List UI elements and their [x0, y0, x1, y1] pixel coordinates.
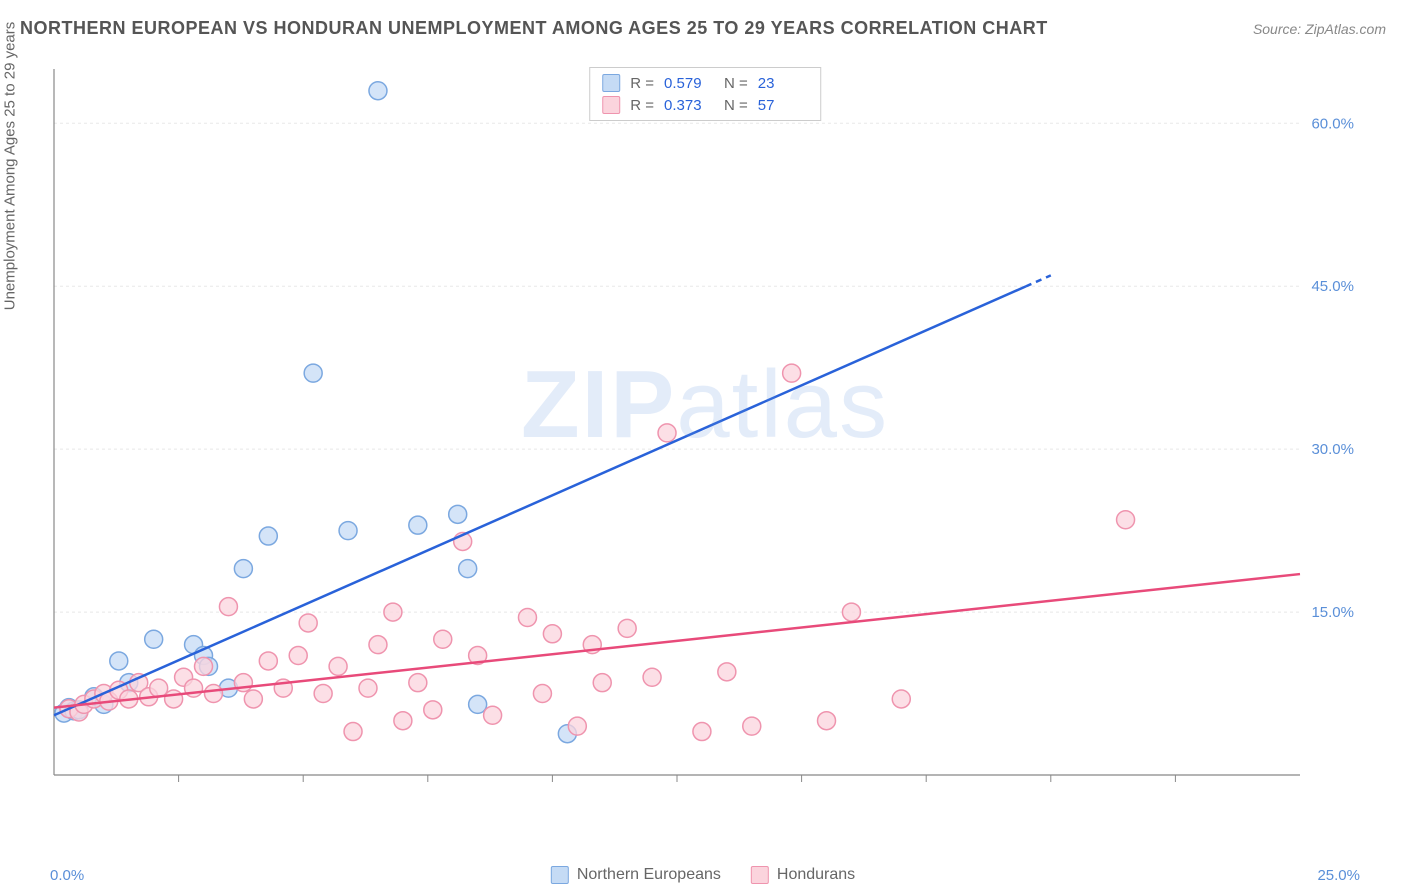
r-label: R =	[630, 97, 654, 114]
series-legend: Northern Europeans Hondurans	[551, 866, 855, 884]
plot-area: 15.0%30.0%45.0%60.0% ZIPatlas R = 0.579 …	[50, 65, 1360, 805]
svg-text:45.0%: 45.0%	[1311, 278, 1354, 295]
legend-item-northern: Northern Europeans	[551, 866, 721, 884]
header-bar: NORTHERN EUROPEAN VS HONDURAN UNEMPLOYME…	[20, 18, 1386, 39]
x-axis-origin-label: 0.0%	[50, 867, 84, 884]
swatch-honduran	[602, 96, 620, 114]
source-label: Source: ZipAtlas.com	[1253, 21, 1386, 37]
legend-item-honduran: Hondurans	[751, 866, 855, 884]
legend-row-northern: R = 0.579 N = 23	[602, 72, 808, 94]
n-label: N =	[724, 97, 748, 114]
x-axis-max-label: 25.0%	[1317, 867, 1360, 884]
legend-row-honduran: R = 0.373 N = 57	[602, 94, 808, 116]
y-axis-label: Unemployment Among Ages 25 to 29 years	[2, 22, 19, 311]
r-label: R =	[630, 75, 654, 92]
chart-svg: 15.0% 30.0% 45.0% 60.0%	[50, 65, 1360, 805]
correlation-legend: R = 0.579 N = 23 R = 0.373 N = 57	[589, 67, 821, 121]
svg-text:15.0%: 15.0%	[1311, 604, 1354, 621]
r-value-honduran: 0.373	[664, 97, 714, 114]
n-value-northern: 23	[758, 75, 808, 92]
n-value-honduran: 57	[758, 97, 808, 114]
legend-label-honduran: Hondurans	[777, 866, 855, 884]
n-label: N =	[724, 75, 748, 92]
swatch-northern	[602, 74, 620, 92]
swatch-northern-icon	[551, 866, 569, 884]
svg-text:60.0%: 60.0%	[1311, 115, 1354, 132]
legend-label-northern: Northern Europeans	[577, 866, 721, 884]
swatch-honduran-icon	[751, 866, 769, 884]
chart-title: NORTHERN EUROPEAN VS HONDURAN UNEMPLOYME…	[20, 18, 1048, 39]
r-value-northern: 0.579	[664, 75, 714, 92]
svg-text:30.0%: 30.0%	[1311, 441, 1354, 458]
